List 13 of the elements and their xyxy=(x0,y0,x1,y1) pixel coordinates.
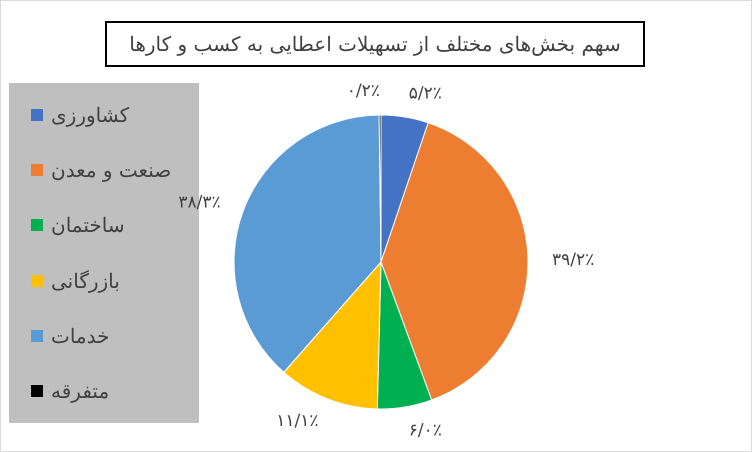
data-label: ۳۹/۲٪ xyxy=(552,250,594,270)
legend-label: ساختمان xyxy=(51,213,125,238)
legend-label: متفرقه xyxy=(51,379,110,404)
legend-label: کشاورزی xyxy=(51,102,130,127)
legend-label: خدمات xyxy=(51,324,110,348)
data-label: ۳۸/۳٪ xyxy=(178,192,221,213)
legend-label: بازرگانی xyxy=(51,268,120,293)
data-label: ۱۱/۱٪ xyxy=(276,411,319,432)
data-label: ۶/۰٪ xyxy=(408,420,442,441)
chart-title: سهم بخش‌های مختلف از تسهیلات اعطایی به کسب و کارها xyxy=(129,32,621,56)
data-label: ۰/۲٪ xyxy=(346,81,380,102)
data-label: ۵/۲٪ xyxy=(408,83,442,104)
legend-label: صنعت و معدن xyxy=(51,158,172,182)
